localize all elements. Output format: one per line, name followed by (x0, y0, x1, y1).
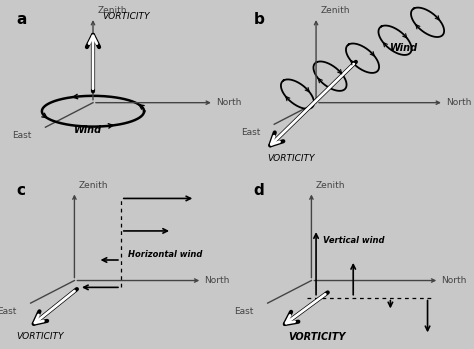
Text: VORTICITY: VORTICITY (267, 154, 315, 163)
Text: North: North (441, 276, 467, 285)
Text: North: North (446, 98, 472, 107)
Text: d: d (253, 183, 264, 198)
Text: Zenith: Zenith (316, 181, 346, 190)
Text: c: c (16, 183, 25, 198)
Text: Wind: Wind (74, 125, 102, 135)
Text: VORTICITY: VORTICITY (102, 12, 150, 21)
Text: East: East (241, 128, 260, 137)
Text: North: North (216, 98, 241, 107)
Text: East: East (0, 306, 17, 315)
Text: a: a (16, 12, 27, 27)
Text: North: North (204, 276, 230, 285)
Text: Zenith: Zenith (98, 7, 127, 15)
Text: VORTICITY: VORTICITY (288, 332, 346, 342)
Text: East: East (234, 306, 254, 315)
Text: b: b (253, 12, 264, 27)
Text: East: East (12, 131, 31, 140)
Text: Zenith: Zenith (79, 181, 109, 190)
Text: VORTICITY: VORTICITY (16, 332, 64, 341)
Text: Vertical wind: Vertical wind (323, 236, 384, 245)
Text: Zenith: Zenith (321, 7, 350, 15)
Text: Wind: Wind (391, 43, 419, 53)
Text: Horizontal wind: Horizontal wind (128, 250, 202, 259)
